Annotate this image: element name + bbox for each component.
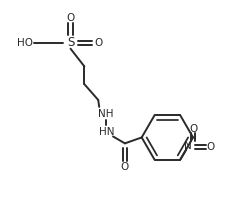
Text: N: N — [184, 141, 192, 151]
Text: S: S — [67, 36, 74, 49]
Text: O: O — [207, 142, 215, 152]
Text: NH: NH — [98, 109, 114, 119]
Text: O: O — [94, 38, 102, 48]
Text: O: O — [189, 124, 197, 134]
Text: O: O — [121, 162, 129, 172]
Text: HO: HO — [17, 38, 33, 48]
Text: O: O — [66, 13, 75, 23]
Text: HN: HN — [99, 126, 115, 137]
